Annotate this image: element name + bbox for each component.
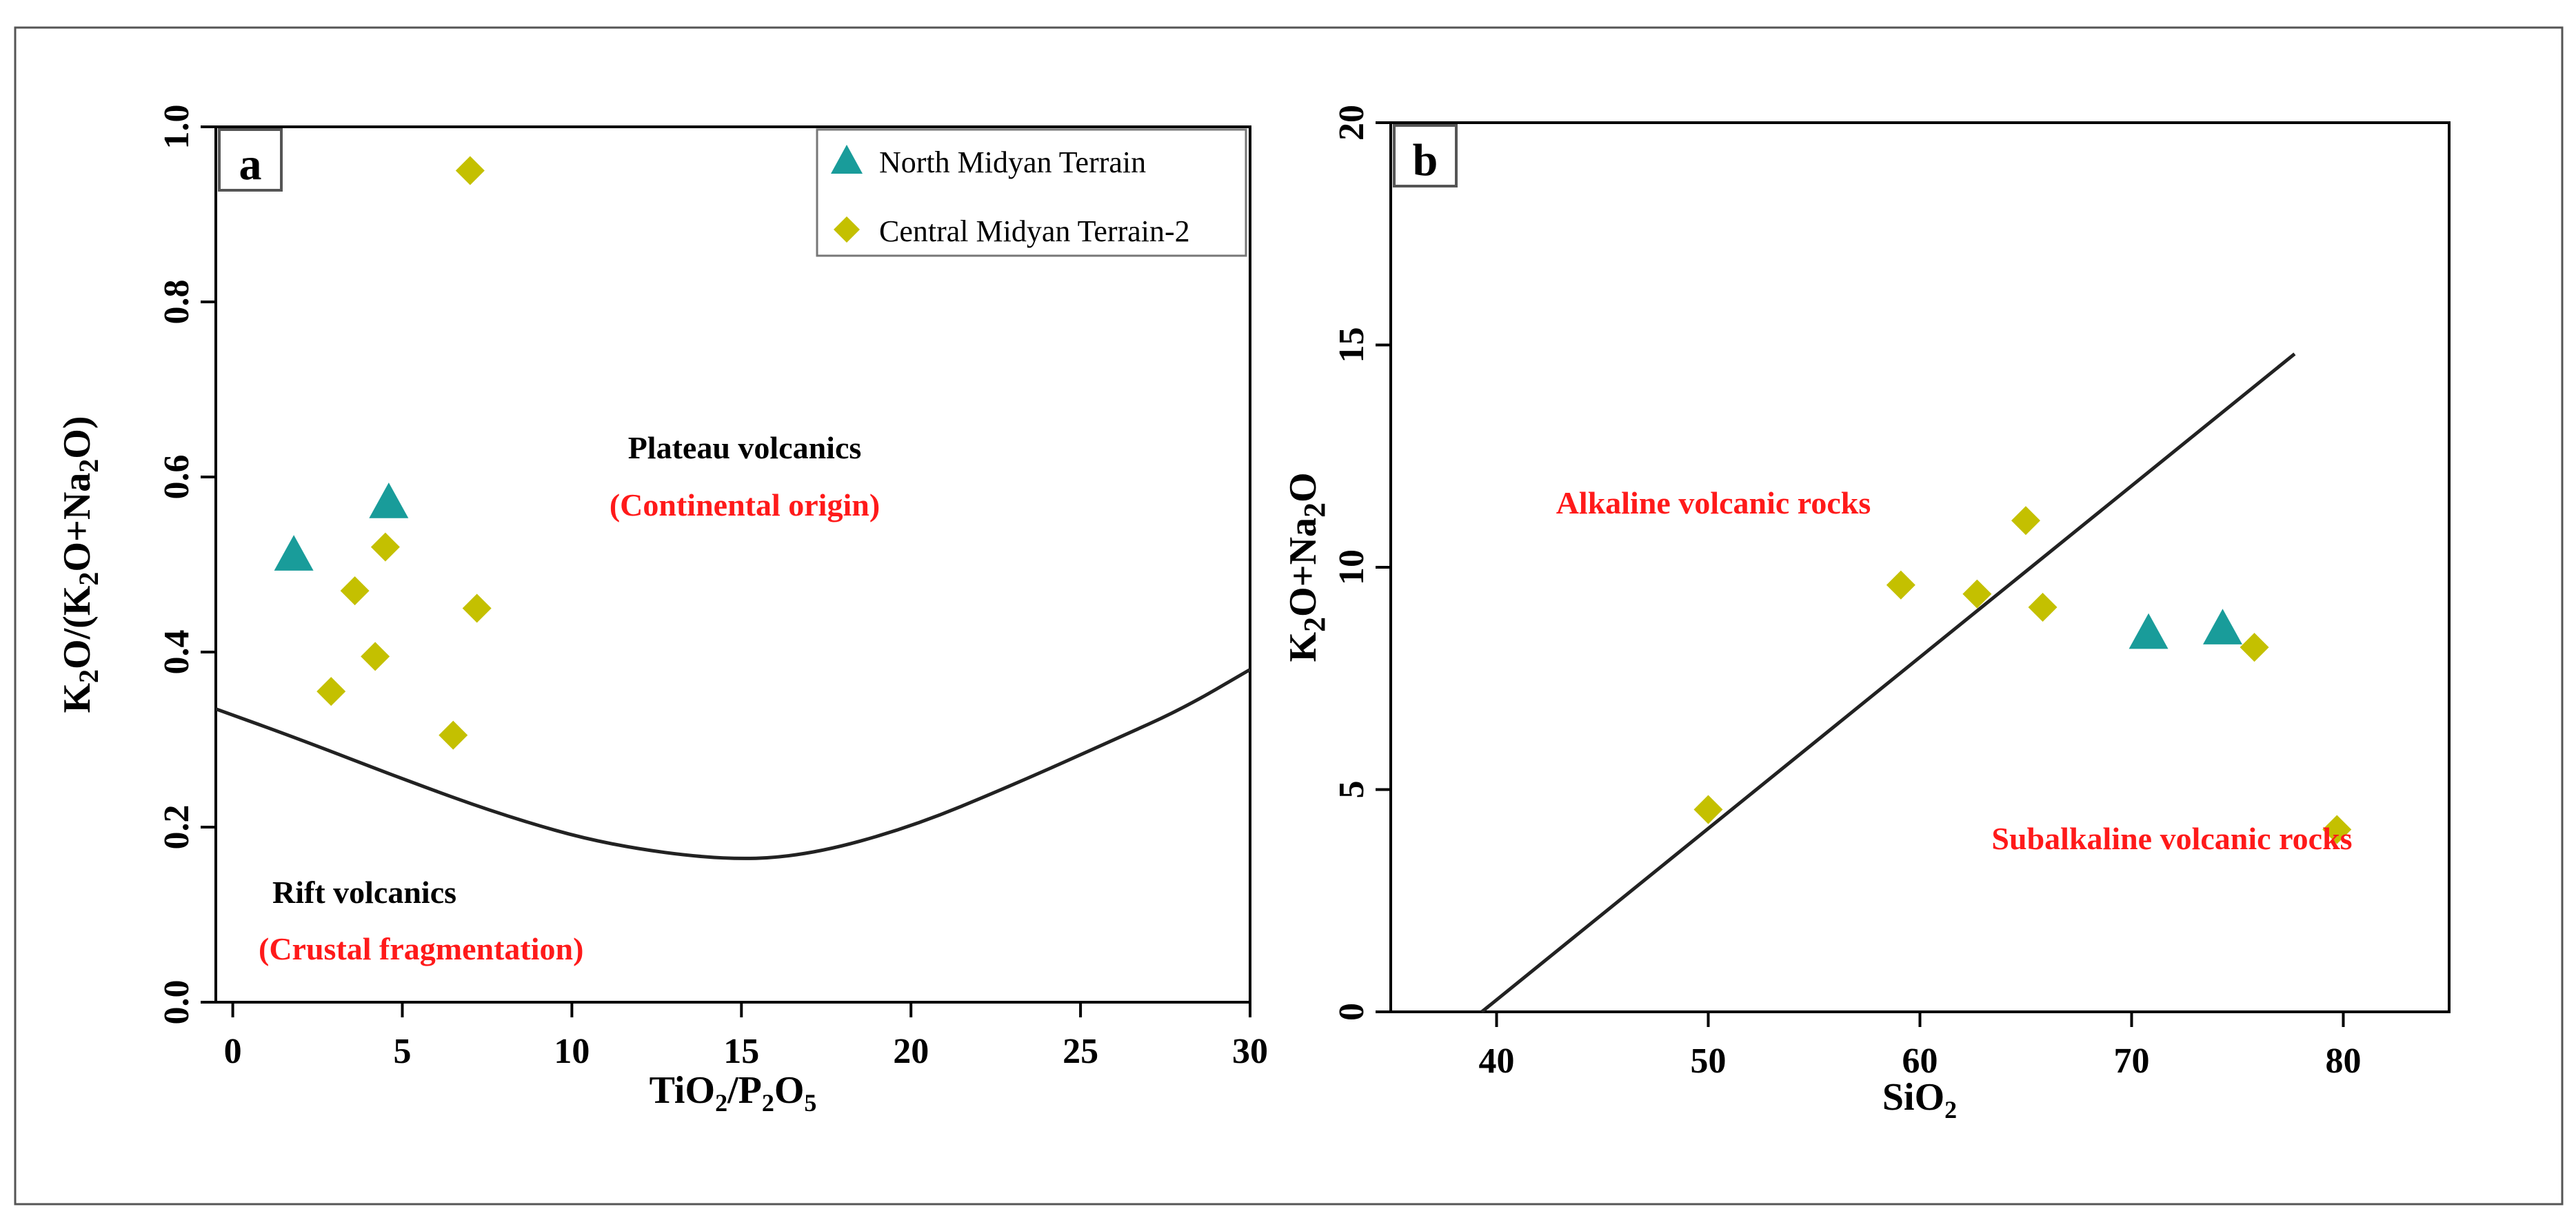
b-y-tick-label: 10 — [1332, 549, 1371, 585]
a-x-tick-label: 30 — [1232, 1032, 1268, 1071]
legend-box — [816, 128, 1247, 257]
a-y-tick-label: 1.0 — [157, 105, 197, 150]
legend-label-north-midyan: North Midyan Terrain — [879, 145, 1146, 179]
central-midyan-point — [2028, 593, 2057, 622]
annotation-subalkaline-volcanic-rocks: Subalkaline volcanic rocks — [1991, 821, 2352, 856]
panel-a-boundary-curve — [215, 668, 1251, 860]
annotation-crustal-fragmentation: (Crustal fragmentation) — [259, 931, 583, 966]
panel-b-letter-box — [1393, 124, 1458, 187]
central-midyan-point — [370, 532, 400, 562]
a-y-tick-label: 0.0 — [157, 980, 197, 1025]
panel-a-points — [274, 156, 492, 750]
north-midyan-point — [2129, 613, 2169, 649]
central-midyan-point — [340, 576, 370, 606]
central-midyan-point — [462, 593, 492, 623]
annotation-rift-volcanics: Rift volcanics — [272, 875, 456, 910]
panel-a-y-axis: 0.0 0.2 0.4 0.6 0.8 1.0 — [157, 105, 216, 1025]
central-midyan-point — [1886, 570, 1915, 600]
panel-a-letter-box — [218, 128, 283, 192]
a-y-tick-label: 0.2 — [157, 805, 197, 850]
central-midyan-point — [2011, 506, 2040, 536]
central-midyan-point — [2240, 633, 2269, 662]
a-x-tick-label: 10 — [554, 1032, 590, 1071]
panel-b-letter: b — [1413, 135, 1438, 185]
panel-b-y-axis-label: K2O+Na2O — [1282, 472, 1331, 662]
panel-b-boundary-line — [1480, 352, 2296, 1013]
a-x-tick-label: 0 — [224, 1032, 242, 1071]
b-y-tick-label: 5 — [1332, 781, 1371, 799]
panel-b: b 0 5 10 15 20 40 50 60 70 80 K2O+Na2O SiO2 Alka… — [1282, 105, 2451, 1124]
annotation-alkaline-volcanic-rocks: Alkaline volcanic rocks — [1556, 485, 1871, 520]
central-midyan-point — [1693, 795, 1723, 824]
b-x-tick-label: 50 — [1691, 1041, 1727, 1081]
annotation-continental-origin: (Continental origin) — [610, 487, 880, 522]
b-x-tick-label: 80 — [2326, 1041, 2362, 1081]
b-y-tick-label: 15 — [1332, 327, 1371, 363]
panel-a-plot-area — [214, 125, 1251, 1004]
panel-b-y-axis: 0 5 10 15 20 — [1332, 105, 1391, 1021]
a-y-tick-label: 0.4 — [157, 630, 197, 675]
central-midyan-point — [361, 642, 390, 671]
b-x-tick-label: 70 — [2114, 1041, 2150, 1081]
central-midyan-point — [316, 677, 346, 706]
panel-a-x-axis-label: TiO2/P2O5 — [650, 1069, 817, 1117]
b-x-tick-label: 60 — [1902, 1041, 1938, 1081]
legend-diamond-marker — [834, 216, 860, 243]
a-y-tick-label: 0.6 — [157, 455, 197, 500]
panel-a: a 0.0 0.2 0.4 0.6 0.8 1.0 0 5 10 15 20 25 30 K2O/(K… — [56, 105, 1268, 1117]
panel-b-points — [1693, 506, 2352, 844]
central-midyan-point — [2322, 815, 2352, 844]
north-midyan-point — [274, 535, 314, 571]
a-y-tick-label: 0.8 — [157, 280, 197, 325]
legend-triangle-marker — [831, 145, 863, 174]
panel-b-x-axis: 40 50 60 70 80 — [1479, 1012, 2362, 1081]
panel-a-y-axis-label: K2O/(K2O+Na2O) — [56, 416, 104, 713]
panel-a-x-axis: 0 5 10 15 20 25 30 — [224, 1002, 1268, 1071]
central-midyan-point — [455, 156, 485, 185]
legend: North Midyan Terrain Central Midyan Terr… — [816, 128, 1247, 257]
a-x-tick-label: 20 — [893, 1032, 929, 1071]
central-midyan-point — [439, 720, 468, 750]
annotation-plateau-volcanics: Plateau volcanics — [628, 430, 862, 465]
a-x-tick-label: 5 — [393, 1032, 411, 1071]
a-x-tick-label: 15 — [723, 1032, 759, 1071]
panel-b-plot-area — [1389, 121, 2451, 1013]
panel-a-letter: a — [239, 139, 262, 190]
legend-label-central-midyan: Central Midyan Terrain-2 — [879, 214, 1190, 248]
b-y-tick-label: 20 — [1332, 105, 1371, 141]
figure-frame — [14, 26, 2564, 1206]
b-y-tick-label: 0 — [1332, 1003, 1371, 1021]
central-midyan-point — [1962, 579, 1992, 609]
a-x-tick-label: 25 — [1063, 1032, 1098, 1071]
b-x-tick-label: 40 — [1479, 1041, 1515, 1081]
north-midyan-point — [369, 482, 409, 518]
north-midyan-point — [2203, 609, 2243, 644]
panel-b-x-axis-label: SiO2 — [1882, 1076, 1957, 1124]
